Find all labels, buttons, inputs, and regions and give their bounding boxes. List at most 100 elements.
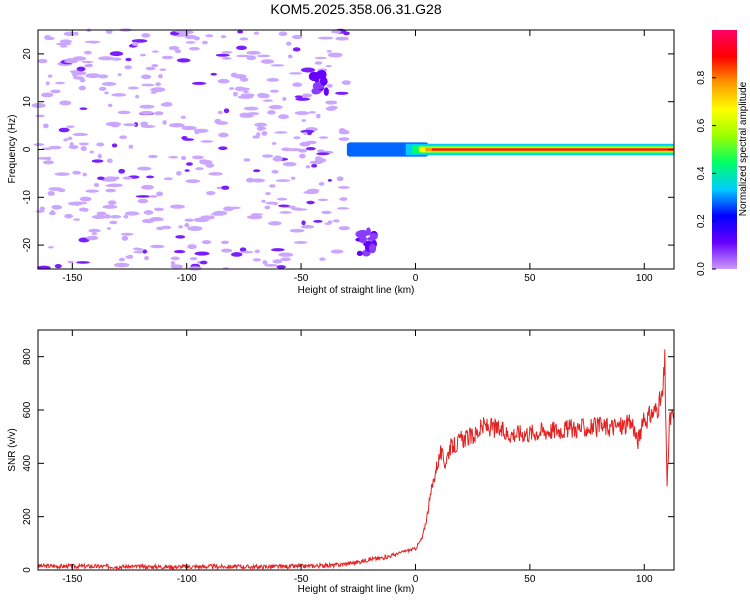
spectrogram-noise-blob [149,195,158,198]
spectrogram-noise-blob [85,73,101,79]
spectrogram-noise-blob [230,72,238,78]
spectrogram-noise-blob [221,248,233,253]
spectrogram-noise-blob [128,144,134,149]
snr-x-tick-label: 50 [524,574,536,585]
spectrogram-noise-blob [111,93,127,97]
spectrogram-noise-blob [91,159,104,163]
spectrogram-noise-blob [73,218,81,221]
spectrogram-noise-blob [42,160,55,165]
spectrogram-noise-blob [47,74,53,78]
spectrogram-noise-blob [48,145,62,150]
spectrogram-noise-blob [173,250,186,254]
spectrogram-noise-blob [168,155,179,159]
spectrogram-noise-blob [332,219,340,223]
spectrogram-noise-blob [68,201,83,206]
spectrogram-noise-blob [217,110,223,115]
spectrogram-noise-blob [72,76,85,80]
spectrogram-noise-blob [245,177,255,183]
spectrogram-noise-blob [314,61,323,65]
spectrogram-noise-blob [161,225,172,230]
spectrogram-noise-blob [98,74,109,79]
spectrogram-noise-blob [170,260,176,266]
spectrogram-noise-blob [317,149,325,153]
spectrogram-noise-blob [66,125,75,129]
spectrogram-noise-blob [121,235,129,241]
spectrogram-noise-blob [246,215,263,220]
spectrogram-noise-blob [256,54,271,58]
spectrogram-noise-blob [58,127,70,133]
spectrogram-noise-blob [256,132,261,137]
spectrogram-noise-blob [98,56,114,61]
spectrogram-noise-blob [168,122,185,128]
spectrogram-noise-blob [159,68,167,71]
spectrogram-noise-blob [150,91,157,94]
spectrogram-noise-blob [325,100,338,105]
spectrogram-noise-blob [240,77,249,82]
spectrogram-noise-blob [47,191,55,196]
spectrogram-noise-blob [141,74,152,80]
colorbar-tick-label: 0.8 [696,70,707,84]
spectrogram-noise-blob [79,196,92,202]
spectrogram-noise-blob [124,65,132,70]
spectrogram-noise-blob [301,93,313,98]
spectrogram-noise-blob [54,81,66,85]
spectrogram-noise-blob [210,72,217,76]
spectrogram-noise-blob [180,115,187,119]
spectrogram-noise-blob [72,132,89,137]
spectrogram-noise-blob [300,129,315,134]
spectrogram-noise-blob [42,123,49,129]
spectrogram-noise-blob [260,59,275,64]
spectrogram-noise-blob [330,30,342,34]
spectrogram-noise-blob [176,170,182,176]
spectrogram-noise-blob [253,31,260,35]
spectrogram-noise-blob [59,100,72,106]
spectrogram-noise-blob [122,176,133,180]
spectrogram-noise-blob [221,57,232,60]
spectrogram-noise-blob [236,45,247,50]
spectrogram-noise-blob [325,64,332,68]
spectrogram-noise-blob [256,126,265,131]
spectrogram-noise-blob [93,182,100,188]
spectrogram-noise-blob [132,41,139,46]
colorbar-tick-label: 0.2 [696,214,707,228]
spectrogram-noise-blob [294,240,308,244]
spectrogram-y-ticks: -20 -10 0 10 20 [22,48,674,252]
spectrogram-noise-blob [309,160,323,165]
spectrogram-noise-blob [261,199,266,203]
spectrogram-cluster-blob [356,250,363,257]
spectrogram-noise-blob [176,58,191,63]
spectrogram-noise-blob [314,56,327,60]
spectrogram-noise-blob [141,83,155,87]
spectrogram-noise-blob [240,93,255,98]
spectrogram-noise-blob [67,136,73,141]
colorbar-gradient [712,30,737,269]
spectrogram-noise-blob [181,136,188,140]
snr-y-label: SNR (v/v) [7,428,18,471]
spectrogram-noise-blob [50,89,61,94]
spectrogram-noise-blob [290,207,302,210]
spectrogram-noise-blob [185,179,201,184]
spectrogram-noise-blob [326,83,333,88]
spectrogram-noise-blob [276,197,288,201]
snr-x-label: Height of straight line (km) [298,584,415,595]
spectrogram-noise-blob [76,66,86,72]
spectrogram-cluster-blob [311,87,320,95]
spectrogram-noise-blob [105,29,113,34]
spectrogram-noise-blob [262,99,273,102]
spectrogram-noise-blob [295,97,310,101]
spectrogram-noise-blob [242,90,249,94]
spectrogram-noise-blob [205,191,216,196]
spectrogram-noise-blob [261,154,274,158]
spectrogram-noise-blob [68,145,79,150]
spectrogram-noise-blob [336,207,350,210]
spectrogram-noise-blob [135,94,140,99]
spectrogram-noise-blob [335,36,349,41]
spectrogram-noise-blob [240,250,254,254]
spectrogram-noise-blob [341,80,351,85]
spectrogram-noise-blob [276,265,287,269]
spectrogram-noise-blob [316,152,330,156]
spectrogram-noise-blob [330,249,344,254]
spectrogram-noise-blob [76,261,90,264]
spectrogram-noise-blob [78,85,86,91]
spectrogram-noise-blob [107,103,113,108]
